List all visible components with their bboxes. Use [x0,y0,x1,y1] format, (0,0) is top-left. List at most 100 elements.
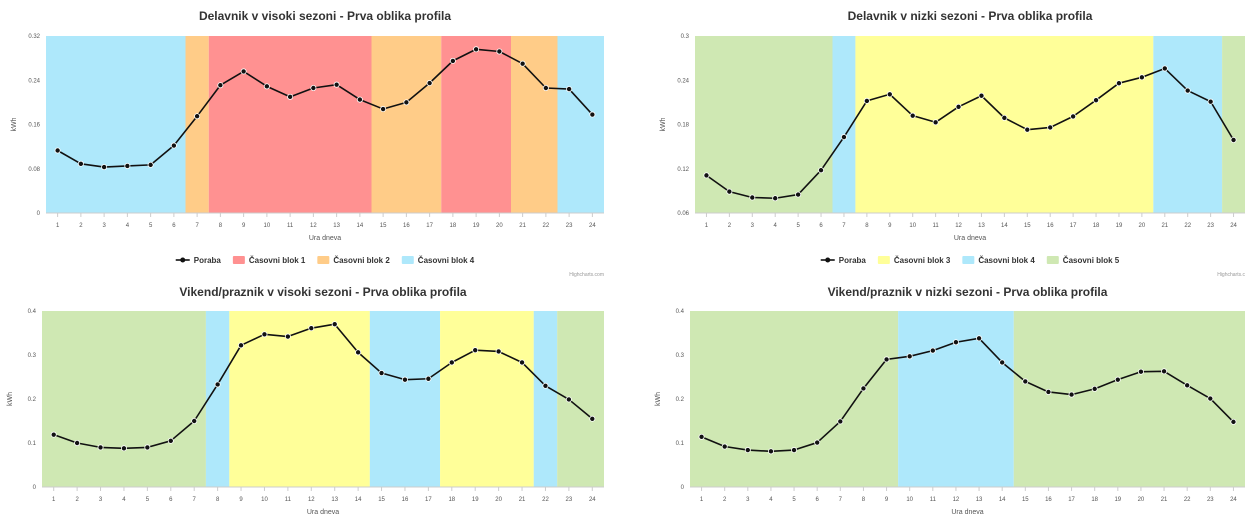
data-point[interactable] [726,188,733,195]
legend-item-casovni-blok-4[interactable]: Časovni blok 4 [401,256,475,265]
data-point[interactable] [77,160,84,167]
data-point[interactable] [263,83,270,90]
data-point[interactable] [589,415,596,422]
data-point[interactable] [772,195,779,202]
data-point[interactable] [50,431,57,438]
data-point[interactable] [1161,368,1168,375]
data-point[interactable] [167,437,174,444]
data-point[interactable] [217,82,224,89]
data-point[interactable] [308,325,315,332]
data-point[interactable] [120,445,127,452]
data-point[interactable] [74,439,81,446]
data-point[interactable] [749,194,756,201]
data-point[interactable] [932,119,939,126]
legend-item-casovni-blok-5[interactable]: Časovni blok 5 [1046,256,1120,265]
data-point[interactable] [519,359,526,366]
data-point[interactable] [1207,395,1214,402]
data-point[interactable] [194,113,201,120]
data-point[interactable] [1068,391,1075,398]
data-point[interactable] [1207,98,1214,105]
data-point[interactable] [1115,80,1122,87]
data-point[interactable] [496,48,503,55]
data-point[interactable] [355,349,362,356]
data-point[interactable] [144,444,151,451]
data-point[interactable] [703,172,710,179]
data-point[interactable] [542,84,549,91]
data-point[interactable] [519,60,526,67]
data-point[interactable] [331,321,338,328]
data-point[interactable] [1230,136,1237,143]
legend-item-poraba[interactable]: Poraba [175,256,222,265]
data-point[interactable] [240,68,247,75]
data-point[interactable] [976,335,983,342]
data-point[interactable] [999,359,1006,366]
data-point[interactable] [101,164,108,171]
data-point[interactable] [860,385,867,392]
data-point[interactable] [449,57,456,64]
data-point[interactable] [1184,87,1191,94]
data-point[interactable] [238,342,245,349]
data-point[interactable] [906,353,913,360]
data-point[interactable] [448,359,455,366]
data-point[interactable] [795,191,802,198]
data-point[interactable] [472,347,479,354]
data-point[interactable] [124,162,131,169]
data-point[interactable] [1070,113,1077,120]
data-point[interactable] [97,444,104,451]
data-point[interactable] [380,106,387,113]
data-point[interactable] [473,46,480,53]
data-point[interactable] [1114,376,1121,383]
data-point[interactable] [170,142,177,149]
data-point[interactable] [1045,388,1052,395]
data-point[interactable] [1001,114,1008,121]
credits-link[interactable]: Highcharts.c [1217,272,1245,278]
data-point[interactable] [698,433,705,440]
data-point[interactable] [356,96,363,103]
data-point[interactable] [261,331,268,338]
data-point[interactable] [1137,368,1144,375]
data-point[interactable] [589,111,596,118]
legend-item-casovni-blok-1[interactable]: Časovni blok 1 [232,256,306,265]
data-point[interactable] [955,103,962,110]
data-point[interactable] [54,147,61,154]
data-point[interactable] [791,447,798,454]
data-point[interactable] [1047,124,1054,131]
legend-item-poraba[interactable]: Poraba [820,256,867,265]
data-point[interactable] [767,448,774,455]
data-point[interactable] [744,447,751,454]
data-point[interactable] [214,381,221,388]
data-point[interactable] [333,81,340,88]
data-point[interactable] [840,134,847,141]
data-point[interactable] [284,333,291,340]
data-point[interactable] [495,348,502,355]
data-point[interactable] [863,97,870,104]
legend-item-casovni-blok-2[interactable]: Časovni blok 2 [317,256,390,265]
data-point[interactable] [566,86,573,93]
data-point[interactable] [310,84,317,91]
legend-item-casovni-blok-4[interactable]: Časovni blok 4 [962,256,1035,265]
data-point[interactable] [909,112,916,119]
data-point[interactable] [952,339,959,346]
data-point[interactable] [542,382,549,389]
data-point[interactable] [191,417,198,424]
data-point[interactable] [1093,97,1100,104]
data-point[interactable] [883,356,890,363]
data-point[interactable] [1161,65,1168,72]
legend-item-casovni-blok-3[interactable]: Časovni blok 3 [877,256,951,265]
data-point[interactable] [886,91,893,98]
data-point[interactable] [401,376,408,383]
data-point[interactable] [1024,126,1031,133]
data-point[interactable] [818,167,825,174]
data-point[interactable] [837,418,844,425]
data-point[interactable] [1138,74,1145,81]
data-point[interactable] [1230,418,1237,425]
data-point[interactable] [426,80,433,87]
data-point[interactable] [1184,382,1191,389]
data-point[interactable] [814,439,821,446]
credits-link[interactable]: Highcharts.com [569,272,604,278]
data-point[interactable] [287,93,294,100]
data-point[interactable] [403,99,410,106]
data-point[interactable] [378,370,385,377]
data-point[interactable] [929,347,936,354]
data-point[interactable] [425,375,432,382]
